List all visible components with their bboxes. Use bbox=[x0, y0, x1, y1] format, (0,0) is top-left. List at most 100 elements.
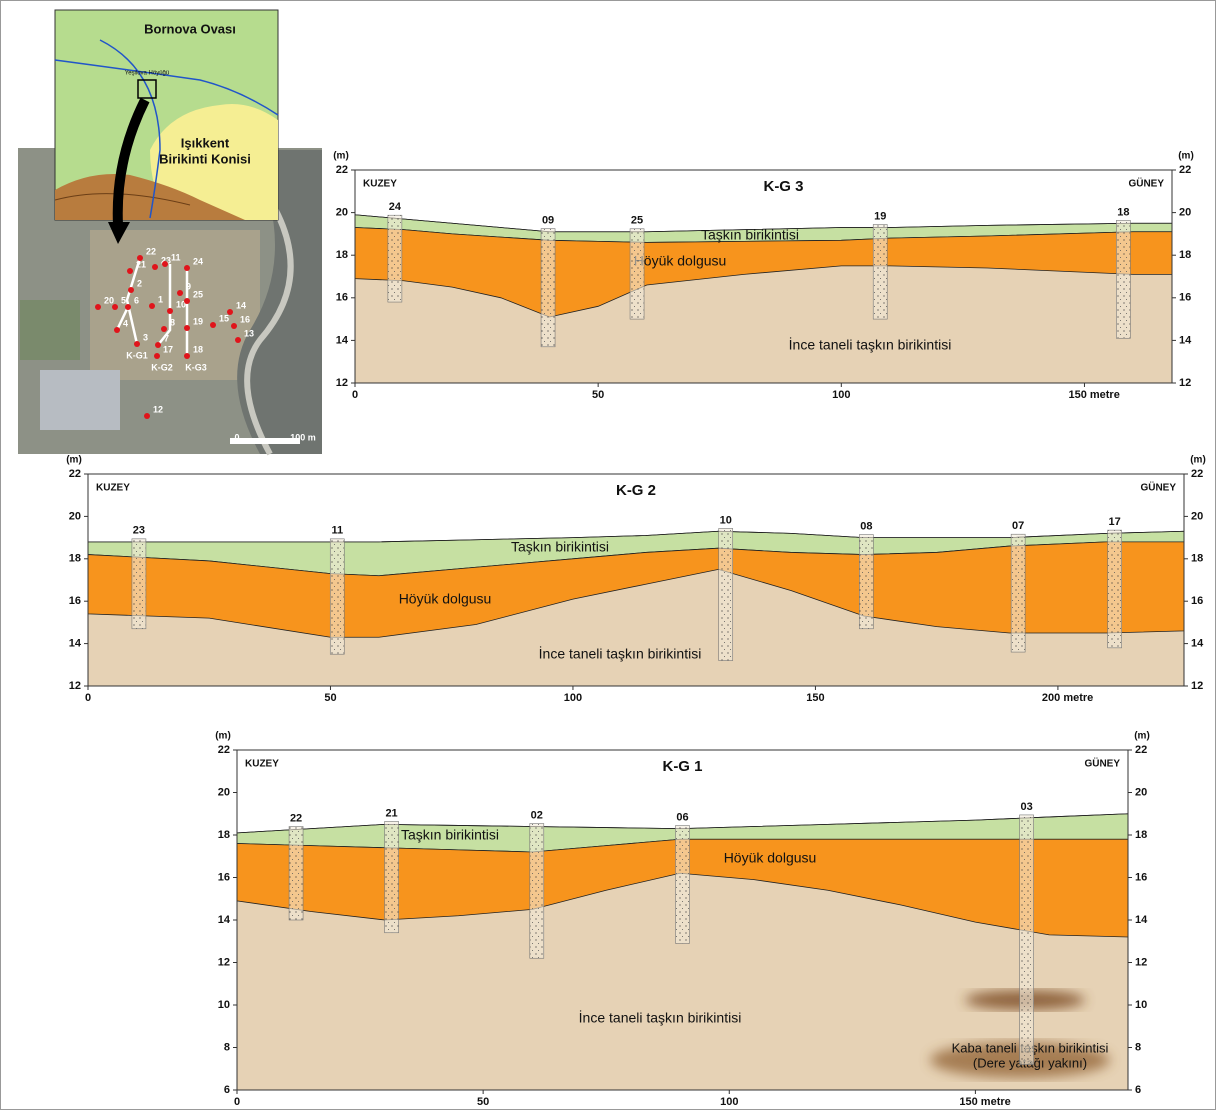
y-tick-label: 10 bbox=[218, 999, 230, 1011]
point-label: 3 bbox=[143, 332, 148, 342]
y-tick-label: 14 bbox=[1179, 334, 1192, 346]
layer-label: İnce taneli taşkın birikintisi bbox=[539, 645, 702, 662]
y-tick-label: 22 bbox=[69, 468, 81, 480]
point-label: 21 bbox=[136, 259, 146, 269]
point-label: 7 bbox=[164, 333, 169, 343]
borehole bbox=[1116, 220, 1130, 338]
point-label: 6 bbox=[134, 295, 139, 305]
x-tick-label: 100 bbox=[720, 1096, 738, 1108]
point-label: 12 bbox=[153, 404, 163, 414]
borehole-label: 07 bbox=[1012, 520, 1024, 532]
x-tick-label: 100 bbox=[832, 389, 850, 401]
y-tick-label: 16 bbox=[1135, 871, 1147, 883]
direction-label: KUZEY bbox=[245, 759, 279, 770]
borehole bbox=[676, 826, 690, 944]
borehole bbox=[1020, 815, 1034, 1065]
y-tick-label: 18 bbox=[218, 829, 230, 841]
point-label: 15 bbox=[219, 313, 229, 323]
borehole bbox=[530, 824, 544, 959]
y-tick-label: 22 bbox=[1135, 744, 1147, 756]
y-tick-label: 18 bbox=[1191, 553, 1203, 565]
y-tick-label: 18 bbox=[1135, 829, 1147, 841]
site-point bbox=[184, 325, 190, 331]
direction-label: KUZEY bbox=[96, 483, 130, 494]
point-label: 25 bbox=[193, 289, 203, 299]
x-tick-label: 0 bbox=[352, 389, 358, 401]
borehole-label: 22 bbox=[290, 812, 302, 824]
point-label: 20 bbox=[104, 295, 114, 305]
layer-label: İnce taneli taşkın birikintisi bbox=[789, 336, 952, 353]
point-label: 13 bbox=[244, 328, 254, 338]
borehole-label: 19 bbox=[874, 210, 886, 222]
y-tick-label: 12 bbox=[1179, 377, 1191, 389]
map-label: Birikinti Konisi bbox=[159, 151, 251, 166]
y-tick-label: 6 bbox=[1135, 1084, 1141, 1096]
point-label: 24 bbox=[193, 256, 203, 266]
borehole-label: 08 bbox=[860, 521, 872, 533]
site-point bbox=[149, 303, 155, 309]
borehole bbox=[873, 225, 887, 320]
site-point bbox=[235, 337, 241, 343]
borehole bbox=[289, 826, 303, 920]
borehole-label: 17 bbox=[1109, 516, 1121, 528]
map-label: Bornova Ovası bbox=[144, 21, 236, 36]
y-tick-label: 14 bbox=[336, 334, 349, 346]
borehole-label: 24 bbox=[389, 201, 402, 213]
site-point bbox=[95, 304, 101, 310]
site-point bbox=[114, 327, 120, 333]
point-label: 17 bbox=[163, 344, 173, 354]
site-point bbox=[134, 341, 140, 347]
site-point bbox=[128, 287, 134, 293]
direction-label: GÜNEY bbox=[1128, 177, 1164, 190]
point-label: 1 bbox=[158, 294, 163, 304]
direction-label: GÜNEY bbox=[1140, 481, 1176, 494]
site-point bbox=[144, 413, 150, 419]
point-label: 19 bbox=[193, 316, 203, 326]
borehole-label: 21 bbox=[385, 807, 397, 819]
x-tick-label: 0 bbox=[85, 692, 91, 704]
direction-label: GÜNEY bbox=[1084, 757, 1120, 770]
x-tick-label: 150 metre bbox=[1068, 389, 1119, 401]
y-axis-label: (m) bbox=[1178, 151, 1194, 162]
borehole bbox=[330, 539, 344, 654]
y-tick-label: 6 bbox=[224, 1084, 230, 1096]
y-tick-label: 20 bbox=[1135, 786, 1147, 798]
borehole-label: 06 bbox=[676, 811, 688, 823]
y-tick-label: 20 bbox=[1191, 510, 1203, 522]
borehole bbox=[385, 821, 399, 932]
borehole bbox=[541, 229, 555, 347]
point-label: 16 bbox=[240, 314, 250, 324]
y-tick-label: 12 bbox=[336, 377, 348, 389]
borehole bbox=[1011, 534, 1025, 652]
figure: Bornova Ovası Işıkkent Birikinti Konisi … bbox=[0, 0, 1216, 1110]
scale-label: 0 bbox=[234, 432, 239, 442]
site-point bbox=[161, 326, 167, 332]
point-label: 5 bbox=[121, 295, 126, 305]
section-title: K-G 3 bbox=[763, 178, 803, 195]
borehole-label: 02 bbox=[531, 809, 543, 821]
scale-label: 100 m bbox=[290, 432, 316, 442]
y-tick-label: 8 bbox=[1135, 1041, 1141, 1053]
x-tick-label: 150 bbox=[806, 692, 824, 704]
site-point bbox=[210, 322, 216, 328]
point-label: 8 bbox=[170, 317, 175, 327]
site-point bbox=[177, 290, 183, 296]
layer-label: Höyük dolgusu bbox=[724, 850, 817, 866]
y-tick-label: 18 bbox=[1179, 249, 1191, 261]
layer-label: Höyük dolgusu bbox=[634, 253, 727, 269]
direction-label: KUZEY bbox=[363, 179, 397, 190]
x-tick-label: 0 bbox=[234, 1096, 240, 1108]
point-label: 14 bbox=[236, 300, 246, 310]
x-tick-label: 50 bbox=[477, 1096, 489, 1108]
layer-label: Taşkın birikintisi bbox=[511, 539, 609, 555]
borehole bbox=[719, 528, 733, 660]
y-tick-label: 8 bbox=[224, 1041, 230, 1053]
borehole-label: 03 bbox=[1020, 801, 1032, 813]
x-tick-label: 200 metre bbox=[1042, 692, 1093, 704]
point-label: 22 bbox=[146, 246, 156, 256]
y-tick-label: 18 bbox=[69, 553, 81, 565]
x-tick-label: 150 metre bbox=[959, 1096, 1010, 1108]
site-point bbox=[127, 268, 133, 274]
profile-label: K-G1 bbox=[126, 350, 148, 360]
y-tick-label: 16 bbox=[218, 871, 230, 883]
